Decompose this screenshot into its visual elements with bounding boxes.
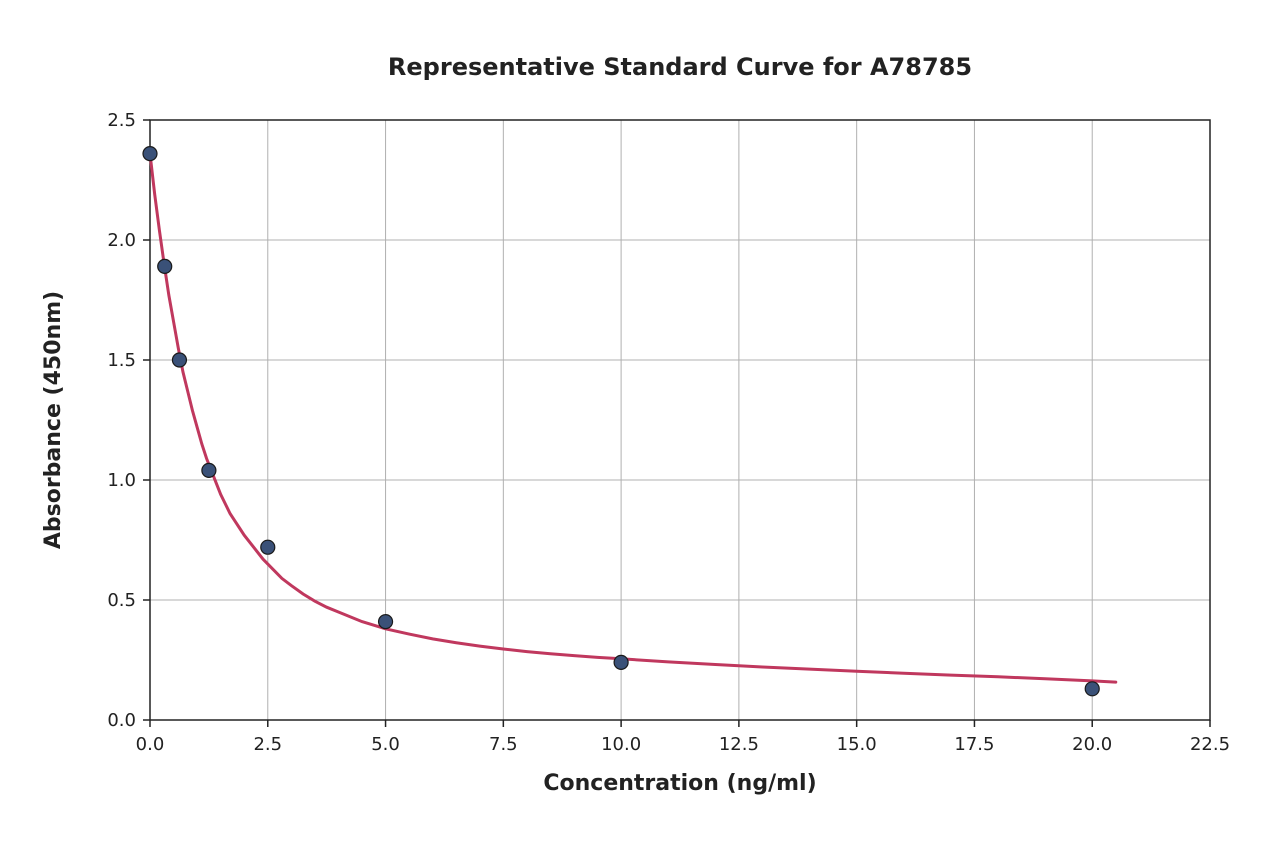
y-tick-label: 2.0 xyxy=(107,230,136,251)
x-tick-label: 12.5 xyxy=(719,734,759,755)
y-tick-label: 1.5 xyxy=(107,350,136,371)
y-tick-label: 0.5 xyxy=(107,590,136,611)
x-tick-label: 7.5 xyxy=(489,734,518,755)
background xyxy=(0,0,1280,845)
data-point xyxy=(172,353,186,367)
chart-svg: 0.0 2.5 5.0 7.5 10.0 12.5 15.0 17.5 20.0 22.5 0.0 0… xyxy=(0,0,1280,845)
y-tick-label: 1.0 xyxy=(107,470,136,491)
x-tick-label: 0.0 xyxy=(136,734,165,755)
x-tick-label: 5.0 xyxy=(371,734,400,755)
x-tick-label: 22.5 xyxy=(1190,734,1230,755)
x-tick-label: 15.0 xyxy=(837,734,877,755)
y-tick-label: 0.0 xyxy=(107,710,136,731)
data-point xyxy=(614,655,628,669)
data-point xyxy=(1085,682,1099,696)
x-tick-label: 20.0 xyxy=(1072,734,1112,755)
data-point xyxy=(158,259,172,273)
x-axis-label: Concentration (ng/ml) xyxy=(543,771,816,796)
data-point xyxy=(379,615,393,629)
y-axis-label: Absorbance (450nm) xyxy=(41,291,66,549)
chart-container: 0.0 2.5 5.0 7.5 10.0 12.5 15.0 17.5 20.0 22.5 0.0 0… xyxy=(0,0,1280,845)
x-tick-label: 17.5 xyxy=(954,734,994,755)
x-tick-label: 2.5 xyxy=(253,734,282,755)
data-point xyxy=(143,147,157,161)
data-point xyxy=(261,540,275,554)
data-point xyxy=(202,463,216,477)
y-tick-label: 2.5 xyxy=(107,110,136,131)
x-tick-label: 10.0 xyxy=(601,734,641,755)
chart-title: Representative Standard Curve for A78785 xyxy=(388,53,972,81)
